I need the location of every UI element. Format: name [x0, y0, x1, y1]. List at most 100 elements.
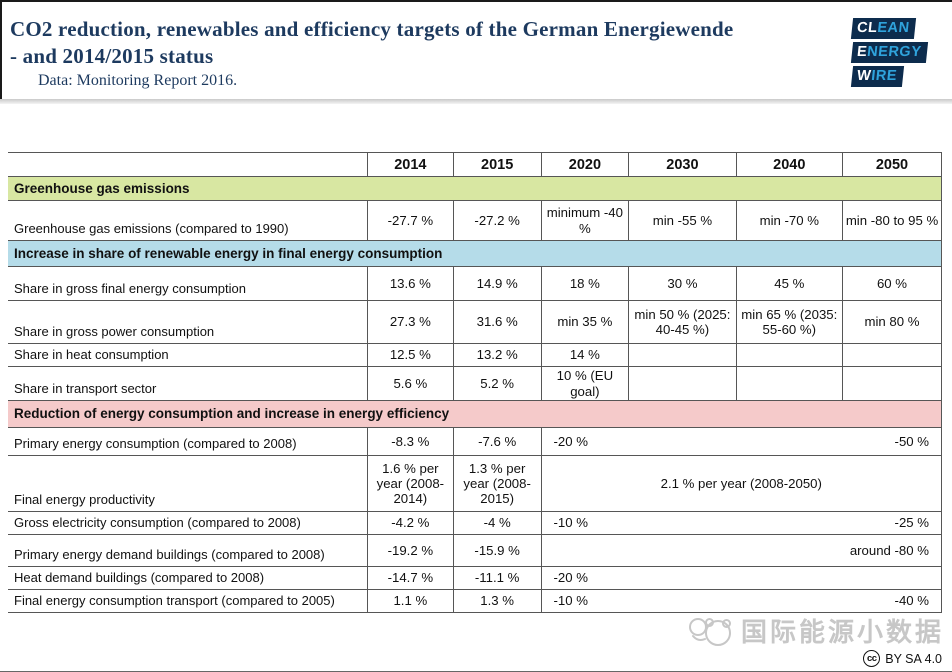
value-cell: -27.7 %	[366, 200, 454, 241]
value-cell: min -70 %	[735, 200, 844, 241]
value-cell: minimum -40 %	[540, 200, 630, 241]
value-cell: 5.6 %	[366, 366, 454, 401]
year-column-header: 2050	[842, 152, 942, 177]
title-line-2: - and 2014/2015 status	[10, 44, 214, 68]
value-cell: min 35 %	[540, 300, 630, 344]
table-row: Heat demand buildings (compared to 2008)…	[8, 566, 943, 590]
logo-box-wire: WIRE	[850, 66, 904, 87]
value-cell-2020-2050: -10 % -40 %	[540, 589, 943, 613]
value-cell: min -80 to 95 %	[842, 200, 942, 241]
page-subtitle: Data: Monitoring Report 2016.	[38, 72, 238, 89]
row-label: Heat demand buildings (compared to 2008)	[8, 566, 368, 590]
value-cell: -4.2 %	[366, 511, 454, 535]
screenshot-left-edge	[0, 0, 2, 100]
row-label: Greenhouse gas emissions (compared to 19…	[8, 200, 368, 241]
value-cell: min -55 %	[628, 200, 737, 241]
watermark: 国际能源小数据	[687, 612, 944, 649]
value-cell: 13.6 %	[366, 266, 454, 301]
value-cell: -27.2 %	[452, 200, 542, 241]
value-cell-2020-2050: -10 % -25 %	[540, 511, 943, 535]
value-2050: -40 %	[894, 593, 929, 609]
logo-text-light: NERGY	[866, 44, 923, 60]
page-title: CO2 reduction, renewables and efficiency…	[10, 16, 840, 70]
table-row: Share in heat consumption 12.5 % 13.2 % 14 …	[8, 343, 942, 367]
value-cell: 1.3 %	[452, 589, 542, 613]
section-row: Greenhouse gas emissions	[8, 176, 942, 201]
value-cell: -4 %	[452, 511, 542, 535]
value-cell: 5.2 %	[452, 366, 542, 401]
value-cell: -15.9 %	[452, 534, 542, 567]
logo-box-clean: CLEAN	[850, 18, 917, 39]
value-2020: -20 %	[553, 570, 588, 586]
value-2020: -10 %	[553, 515, 588, 531]
year-column-header: 2014	[366, 152, 454, 177]
value-cell: 14 %	[540, 343, 630, 367]
year-header-row: 2014 2015 2020 2030 2040 2050	[8, 152, 942, 177]
value-cell: 31.6 %	[452, 300, 542, 344]
row-label: Share in transport sector	[8, 366, 368, 401]
value-cell: -8.3 %	[366, 427, 454, 456]
value-cell: 60 %	[842, 266, 942, 301]
row-label: Share in gross final energy consumption	[8, 266, 368, 301]
screenshot-top-edge	[0, 0, 952, 2]
value-2020: -20 %	[553, 433, 588, 449]
row-label: Primary energy demand buildings (compare…	[8, 534, 368, 567]
table-row: Share in transport sector 5.6 % 5.2 % 10 % …	[8, 366, 942, 401]
value-cell	[628, 366, 737, 401]
section-row: Increase in share of renewable energy in…	[8, 240, 942, 267]
value-cell: -14.7 %	[366, 566, 454, 590]
cc-license: cc BY SA 4.0	[863, 650, 942, 667]
value-cell: min 65 % (2035: 55-60 %)	[735, 300, 844, 344]
value-cell: 10 % (EU goal)	[540, 366, 630, 401]
section-row: Reduction of energy consumption and incr…	[8, 400, 942, 428]
clean-energy-wire-logo: CLEAN ENERGY WIRE	[850, 18, 929, 90]
value-cell: 1.1 %	[366, 589, 454, 613]
logo-text-strong: CL	[856, 20, 879, 36]
value-cell: 30 %	[628, 266, 737, 301]
license-text: BY SA 4.0	[885, 651, 942, 666]
value-cell: -19.2 %	[366, 534, 454, 567]
year-column-header: 2020	[540, 152, 630, 177]
value-cell-2020-2050: -20 % -50 %	[540, 427, 943, 456]
value-cell-2020-2050: 2.1 % per year (2008-2050)	[540, 455, 943, 512]
row-label: Gross electricity consumption (compared …	[8, 511, 368, 535]
value-2050: -50 %	[894, 433, 929, 449]
table-row: Final energy consumption transport (comp…	[8, 589, 943, 613]
value-2050: -25 %	[894, 515, 929, 531]
value-cell-2020-2050: around -80 %	[540, 534, 943, 567]
watermark-text: 国际能源小数据	[740, 618, 944, 648]
section-header: Greenhouse gas emissions	[8, 176, 942, 201]
energiewende-targets-table: 2014 2015 2020 2030 2040 2050 Greenhouse gas e…	[8, 152, 943, 613]
logo-text-light: EAN	[876, 20, 911, 36]
value-cell: 12.5 %	[366, 343, 454, 367]
table-row: Final energy productivity 1.6 % per year …	[8, 455, 943, 512]
section-header: Reduction of energy consumption and incr…	[8, 400, 942, 428]
row-label: Share in heat consumption	[8, 343, 368, 367]
table-row: Primary energy demand buildings (compare…	[8, 534, 943, 567]
row-label: Primary energy consumption (compared to …	[8, 427, 368, 456]
value-cell: min 80 %	[842, 300, 942, 344]
row-label: Final energy productivity	[8, 455, 368, 512]
value-cell: 1.3 % per year (2008-2015)	[452, 455, 542, 512]
row-label: Final energy consumption transport (comp…	[8, 589, 368, 613]
title-line-1: CO2 reduction, renewables and efficiency…	[10, 17, 734, 41]
table-row: Gross electricity consumption (compared …	[8, 511, 943, 535]
value-cell-2020-2050: -20 %	[540, 566, 943, 590]
value-cell: -7.6 %	[452, 427, 542, 456]
value-2020: -10 %	[553, 593, 588, 609]
value-cell: min 50 % (2025: 40-45 %)	[628, 300, 737, 344]
row-label: Share in gross power consumption	[8, 300, 368, 344]
logo-text-light: IRE	[870, 68, 898, 84]
value-cell: -11.1 %	[452, 566, 542, 590]
value-cell	[735, 343, 844, 367]
value-2050: around -80 %	[849, 542, 929, 558]
value-cell: 27.3 %	[366, 300, 454, 344]
section-header: Increase in share of renewable energy in…	[8, 240, 942, 267]
value-cell: 14.9 %	[452, 266, 542, 301]
table-row: Greenhouse gas emissions (compared to 19…	[8, 200, 942, 241]
year-column-header: 2030	[628, 152, 737, 177]
creative-commons-icon: cc	[863, 650, 881, 667]
table-row: Share in gross final energy consumption 1…	[8, 266, 942, 301]
logo-box-energy: ENERGY	[850, 42, 929, 63]
year-column-header: 2040	[735, 152, 844, 177]
